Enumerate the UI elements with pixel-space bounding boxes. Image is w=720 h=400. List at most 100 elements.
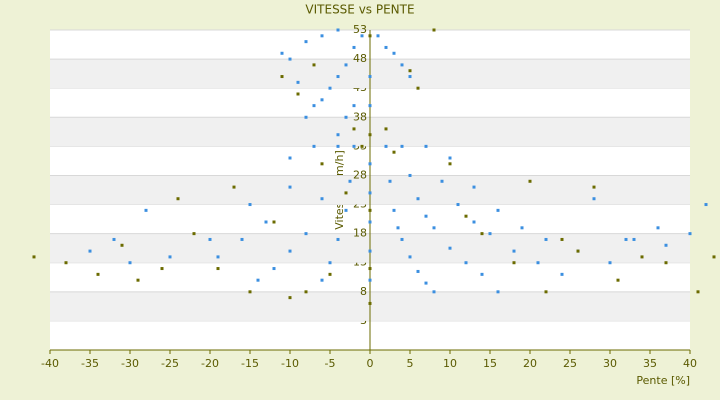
point — [192, 232, 196, 236]
point — [336, 75, 340, 79]
point — [304, 232, 308, 236]
point — [488, 232, 492, 236]
point — [360, 34, 364, 38]
point — [368, 104, 372, 108]
x-tick-label: -15 — [241, 357, 259, 370]
point — [384, 127, 388, 131]
point — [536, 261, 540, 265]
point — [248, 203, 252, 207]
point — [32, 255, 36, 259]
point — [248, 290, 252, 294]
point — [448, 156, 452, 160]
point — [128, 261, 132, 265]
point — [408, 173, 412, 177]
point — [448, 246, 452, 250]
point — [464, 261, 468, 265]
point — [320, 278, 324, 282]
point — [528, 179, 532, 183]
point — [312, 144, 316, 148]
point — [656, 226, 660, 230]
point — [592, 185, 596, 189]
x-tick-label: 20 — [523, 357, 537, 370]
point — [368, 301, 372, 305]
point — [296, 80, 300, 84]
x-tick-label: 35 — [643, 357, 657, 370]
point — [424, 281, 428, 285]
point — [368, 249, 372, 253]
point — [320, 34, 324, 38]
point — [320, 162, 324, 166]
point — [336, 237, 340, 241]
point — [432, 226, 436, 230]
point — [368, 162, 372, 166]
point — [328, 272, 332, 276]
point — [320, 98, 324, 102]
x-tick-label: 25 — [563, 357, 577, 370]
point — [368, 75, 372, 79]
point — [280, 75, 284, 79]
point — [348, 179, 352, 183]
point — [456, 203, 460, 207]
y-tick-label: 38 — [353, 110, 367, 123]
x-tick-label: -10 — [281, 357, 299, 370]
point — [448, 162, 452, 166]
point — [384, 144, 388, 148]
point — [424, 214, 428, 218]
point — [368, 267, 372, 271]
point — [352, 104, 356, 108]
point — [632, 237, 636, 241]
point — [440, 179, 444, 183]
point — [712, 255, 716, 259]
point — [136, 278, 140, 282]
x-tick-label: -40 — [41, 357, 59, 370]
point — [272, 267, 276, 271]
point — [376, 34, 380, 38]
point — [512, 261, 516, 265]
x-tick-label: 0 — [367, 357, 374, 370]
y-tick-label: 48 — [353, 52, 367, 65]
point — [336, 28, 340, 32]
point — [496, 208, 500, 212]
point — [88, 249, 92, 253]
x-tick-label: -25 — [161, 357, 179, 370]
point — [368, 133, 372, 137]
point — [176, 197, 180, 201]
point — [480, 232, 484, 236]
point — [120, 243, 124, 247]
point — [400, 144, 404, 148]
point — [392, 150, 396, 154]
point — [664, 243, 668, 247]
point — [64, 261, 68, 265]
x-tick-label: -20 — [201, 357, 219, 370]
point — [368, 278, 372, 282]
point — [112, 237, 116, 241]
point — [464, 214, 468, 218]
point — [288, 57, 292, 61]
point — [352, 127, 356, 131]
point — [216, 267, 220, 271]
x-tick-label: 40 — [683, 357, 697, 370]
point — [288, 249, 292, 253]
point — [472, 185, 476, 189]
point — [304, 115, 308, 119]
point — [664, 261, 668, 265]
point — [352, 144, 356, 148]
point — [336, 144, 340, 148]
point — [472, 220, 476, 224]
point — [640, 255, 644, 259]
x-tick-label: 5 — [407, 357, 414, 370]
point — [208, 237, 212, 241]
point — [688, 232, 692, 236]
point — [416, 269, 420, 273]
point — [288, 296, 292, 300]
point — [320, 197, 324, 201]
point — [392, 208, 396, 212]
point — [168, 255, 172, 259]
point — [616, 278, 620, 282]
point — [96, 272, 100, 276]
point — [384, 45, 388, 49]
point — [144, 208, 148, 212]
point — [704, 203, 708, 207]
point — [312, 104, 316, 108]
